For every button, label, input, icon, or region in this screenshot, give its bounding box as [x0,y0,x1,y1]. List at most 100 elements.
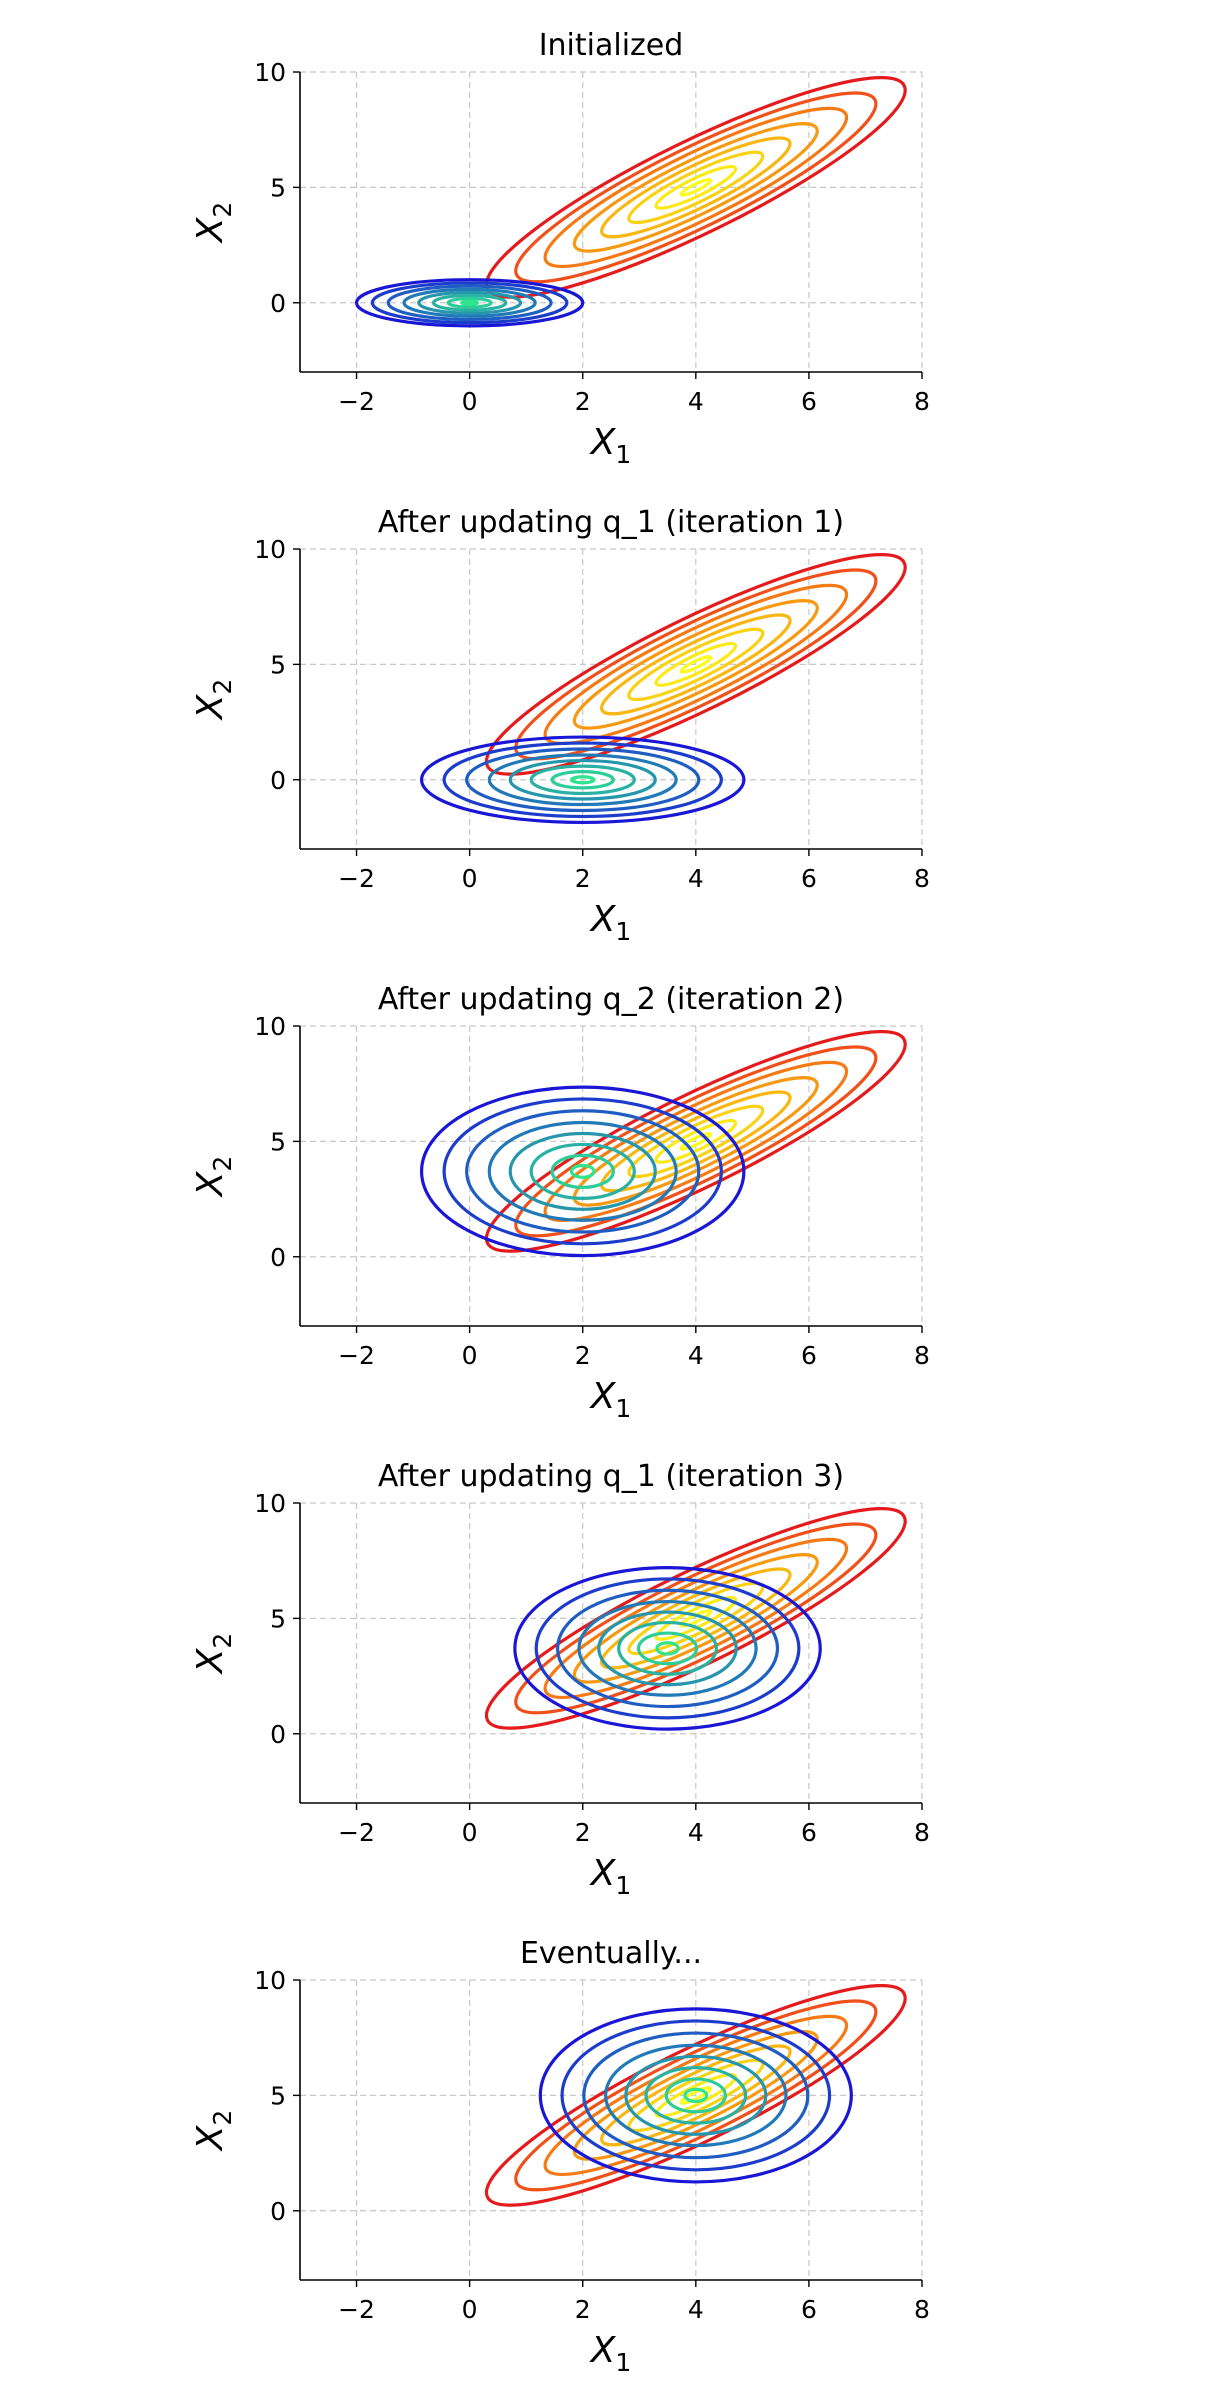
x-tick-label: −2 [338,864,375,893]
x-axis-label: X1 [589,422,632,469]
x-axis-label-subscript: 1 [615,1871,631,1900]
contour-autumn-level-8 [679,178,713,197]
contour-winter-level-1 [354,278,585,328]
contour-winter-level-6 [529,764,636,796]
chart-title: Eventually... [520,1936,702,1971]
x-axis-label-subscript: 1 [615,440,631,469]
chart-title: After updating q_1 (iteration 3) [378,1459,844,1494]
contour-area [419,553,907,825]
contour-area [354,76,907,328]
contour-autumn-level-3 [543,106,849,269]
contour-winter-level-2 [560,2019,832,2172]
contour-winter-level-2 [442,1097,723,1246]
x-tick-label: 0 [462,1818,478,1847]
contour-winter-level-5 [508,758,657,801]
contour-winter-level-8 [460,299,480,306]
contour-autumn-level-2 [514,1045,878,1238]
x-tick-label: 0 [462,2295,478,2324]
contour-winter-level-7 [664,2077,727,2114]
x-tick-label: 8 [914,387,930,416]
y-axis-label-subscript: 2 [208,1156,237,1172]
contour-winter-level-7 [550,770,615,790]
contour-winter-level-5 [597,1610,738,1687]
contour-winter-level-3 [556,1588,780,1709]
x-tick-label: 6 [801,1818,817,1847]
contour-winter-level-3 [386,284,553,321]
x-tick-label: −2 [338,1341,375,1370]
contour-winter-level-5 [624,2054,768,2136]
y-tick-label: 10 [254,1966,286,1995]
contour-winter-level-8 [683,2087,709,2104]
contour-autumn-level-3 [543,1060,849,1223]
y-tick-label: 5 [270,650,286,679]
contour-winter-level-3 [465,747,701,813]
x-tick-label: −2 [338,387,375,416]
x-axis-label-subscript: 1 [615,2348,631,2377]
chart-title: After updating q_1 (iteration 1) [378,505,844,540]
x-tick-label: 4 [688,1341,704,1370]
contour-area [484,1984,907,2207]
contour-area [419,1030,907,1258]
contour-winter-level-2 [370,281,569,325]
chart-title: Initialized [539,28,684,63]
contour-autumn-level-5 [600,136,792,239]
contour-autumn-level-7 [654,164,738,210]
contour-autumn-level-5 [600,613,792,716]
chart-panel-3: −2 0 2 4 6 8 0 5 10 After updating q_2 (iteration… [190,982,930,1423]
y-axis-label-subscript: 2 [208,202,237,218]
contour-winter-level-6 [431,293,508,312]
contour-winter-level-4 [487,753,678,807]
chart-panel-2: −2 0 2 4 6 8 0 5 10 After updating q_1 (iteration… [190,505,930,946]
contour-autumn-level-1 [484,1507,907,1730]
x-axis-label: X1 [589,2330,632,2377]
y-tick-label: 10 [254,1489,286,1518]
contour-autumn-level-7 [654,1595,738,1641]
contour-autumn-level-3 [543,2014,849,2177]
chart-panel-1: −2 0 2 4 6 8 0 5 10 Initialized X1 X2 [190,28,930,469]
contour-winter-level-8 [655,1641,680,1656]
contour-winter-level-6 [644,2066,748,2125]
contour-winter-level-4 [402,287,537,318]
contour-autumn-level-4 [572,1076,819,1207]
contour-winter-level-6 [617,1620,719,1676]
x-tick-label: 2 [575,2295,591,2324]
contour-winter-level-4 [604,2043,788,2148]
x-axis-label: X1 [589,899,632,946]
contour-autumn-level-4 [572,122,819,253]
contour-winter-level-8 [569,1163,596,1179]
y-axis-label: X2 [190,679,237,722]
contour-autumn-level-6 [627,150,765,225]
x-tick-label: 4 [688,1818,704,1847]
y-tick-label: 5 [270,2081,286,2110]
contour-autumn-level-4 [572,1553,819,1684]
contour-area [484,1507,907,1731]
x-tick-label: 2 [575,1341,591,1370]
contour-winter-level-5 [508,1131,657,1211]
contour-autumn-level-6 [627,627,765,702]
y-tick-label: 5 [270,1127,286,1156]
x-tick-label: 8 [914,2295,930,2324]
y-tick-label: 0 [270,2197,286,2226]
contour-autumn-level-8 [679,2086,713,2105]
x-tick-label: 0 [462,387,478,416]
chart-title: After updating q_2 (iteration 2) [378,982,844,1017]
x-tick-label: 2 [575,864,591,893]
contour-autumn-level-2 [514,568,878,761]
y-axis-label: X2 [190,202,237,245]
contour-winter-level-2 [534,1577,801,1720]
x-tick-label: −2 [338,2295,375,2324]
contour-autumn-level-8 [679,1132,713,1151]
contour-autumn-level-5 [600,2044,792,2147]
contour-winter-level-8 [569,775,596,785]
x-tick-label: 2 [575,1818,591,1847]
contour-autumn-level-2 [514,1522,878,1715]
chart-panel-4: −2 0 2 4 6 8 0 5 10 After updating q_1 (iteration… [190,1459,930,1900]
y-tick-label: 10 [254,535,286,564]
x-axis-label: X1 [589,1376,632,1423]
x-tick-label: 6 [801,387,817,416]
y-axis-label: X2 [190,2110,237,2153]
contour-winter-level-5 [417,290,523,315]
x-axis-label-subscript: 1 [615,1394,631,1423]
contour-autumn-level-7 [654,2072,738,2118]
x-tick-label: 0 [462,864,478,893]
